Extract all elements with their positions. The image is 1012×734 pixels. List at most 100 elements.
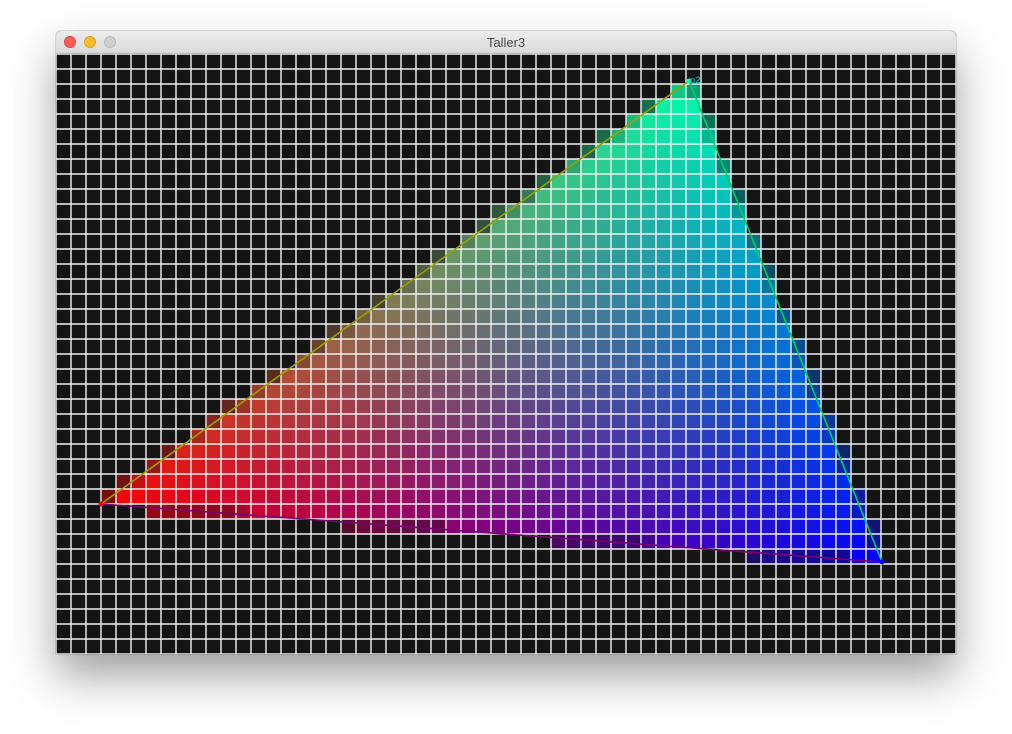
raster-cell bbox=[626, 144, 641, 159]
raster-cell bbox=[626, 204, 641, 219]
raster-cell bbox=[116, 474, 131, 489]
raster-cell bbox=[641, 429, 656, 444]
raster-cell bbox=[641, 264, 656, 279]
raster-cell bbox=[506, 459, 521, 474]
raster-cell bbox=[536, 444, 551, 459]
raster-cell bbox=[686, 294, 701, 309]
raster-cell bbox=[671, 384, 686, 399]
raster-cell bbox=[461, 489, 476, 504]
raster-cell bbox=[626, 519, 641, 534]
raster-cell bbox=[266, 474, 281, 489]
raster-cell bbox=[446, 339, 461, 354]
raster-cell bbox=[626, 264, 641, 279]
raster-cell bbox=[371, 444, 386, 459]
raster-cell bbox=[731, 504, 746, 519]
raster-cell bbox=[761, 444, 776, 459]
raster-cell bbox=[371, 354, 386, 369]
raster-cell bbox=[581, 429, 596, 444]
raster-cell bbox=[671, 489, 686, 504]
raster-cell bbox=[656, 504, 671, 519]
vertex-handle[interactable] bbox=[686, 78, 692, 84]
raster-cell bbox=[641, 234, 656, 249]
raster-cell bbox=[506, 219, 521, 234]
minimize-window-button[interactable] bbox=[84, 36, 96, 48]
raster-cell bbox=[431, 249, 446, 264]
raster-cell bbox=[581, 534, 596, 549]
raster-cell bbox=[431, 339, 446, 354]
raster-cell bbox=[296, 384, 311, 399]
close-window-button[interactable] bbox=[64, 36, 76, 48]
raster-cell bbox=[656, 459, 671, 474]
raster-cell bbox=[581, 159, 596, 174]
raster-cell bbox=[821, 534, 836, 549]
raster-cell bbox=[761, 549, 776, 564]
raster-cell bbox=[581, 294, 596, 309]
raster-cell bbox=[761, 399, 776, 414]
raster-cell bbox=[491, 309, 506, 324]
raster-cell bbox=[461, 399, 476, 414]
render-canvas[interactable]: p2 bbox=[56, 54, 956, 654]
raster-cell bbox=[536, 279, 551, 294]
vertex-handle[interactable] bbox=[98, 501, 104, 507]
raster-cell bbox=[311, 369, 326, 384]
raster-cell bbox=[236, 489, 251, 504]
raster-cell bbox=[626, 354, 641, 369]
raster-cell bbox=[566, 429, 581, 444]
raster-cell bbox=[581, 504, 596, 519]
raster-cell bbox=[401, 324, 416, 339]
raster-cell bbox=[236, 474, 251, 489]
raster-cell bbox=[341, 459, 356, 474]
raster-cell bbox=[416, 369, 431, 384]
raster-cell bbox=[806, 459, 821, 474]
raster-cell bbox=[446, 354, 461, 369]
raster-cell bbox=[401, 504, 416, 519]
raster-cell bbox=[356, 474, 371, 489]
raster-cell bbox=[671, 474, 686, 489]
raster-cell bbox=[116, 489, 131, 504]
raster-cell bbox=[701, 489, 716, 504]
raster-cell bbox=[401, 444, 416, 459]
raster-cell bbox=[566, 159, 581, 174]
raster-cell bbox=[146, 489, 161, 504]
raster-cell bbox=[791, 519, 806, 534]
raster-cell bbox=[506, 204, 521, 219]
raster-cell bbox=[716, 279, 731, 294]
raster-cell bbox=[611, 189, 626, 204]
raster-cell bbox=[746, 294, 761, 309]
raster-cell bbox=[626, 189, 641, 204]
raster-cell bbox=[476, 399, 491, 414]
raster-cell bbox=[416, 309, 431, 324]
raster-cell bbox=[596, 234, 611, 249]
raster-cell bbox=[746, 339, 761, 354]
raster-cell bbox=[581, 204, 596, 219]
raster-cell bbox=[416, 519, 431, 534]
raster-cell bbox=[566, 369, 581, 384]
raster-cell bbox=[566, 444, 581, 459]
raster-cell bbox=[851, 534, 866, 549]
maximize-window-button[interactable] bbox=[104, 36, 116, 48]
raster-cell bbox=[581, 459, 596, 474]
raster-cell bbox=[671, 399, 686, 414]
title-bar[interactable]: Taller3 bbox=[56, 31, 956, 54]
raster-cell bbox=[536, 519, 551, 534]
raster-cell bbox=[416, 414, 431, 429]
raster-cell bbox=[281, 459, 296, 474]
raster-cell bbox=[821, 474, 836, 489]
raster-cell bbox=[596, 339, 611, 354]
raster-cell bbox=[236, 504, 251, 519]
raster-cell bbox=[686, 324, 701, 339]
raster-cell bbox=[431, 369, 446, 384]
raster-cell bbox=[566, 519, 581, 534]
raster-cell bbox=[791, 489, 806, 504]
raster-cell bbox=[806, 489, 821, 504]
raster-cell bbox=[521, 369, 536, 384]
raster-cell bbox=[341, 339, 356, 354]
raster-cell bbox=[626, 489, 641, 504]
raster-cell bbox=[626, 534, 641, 549]
raster-cell bbox=[686, 384, 701, 399]
raster-cell bbox=[386, 324, 401, 339]
raster-cell bbox=[656, 249, 671, 264]
raster-cell bbox=[506, 429, 521, 444]
vertex-handle[interactable] bbox=[879, 559, 885, 565]
raster-cell bbox=[416, 324, 431, 339]
